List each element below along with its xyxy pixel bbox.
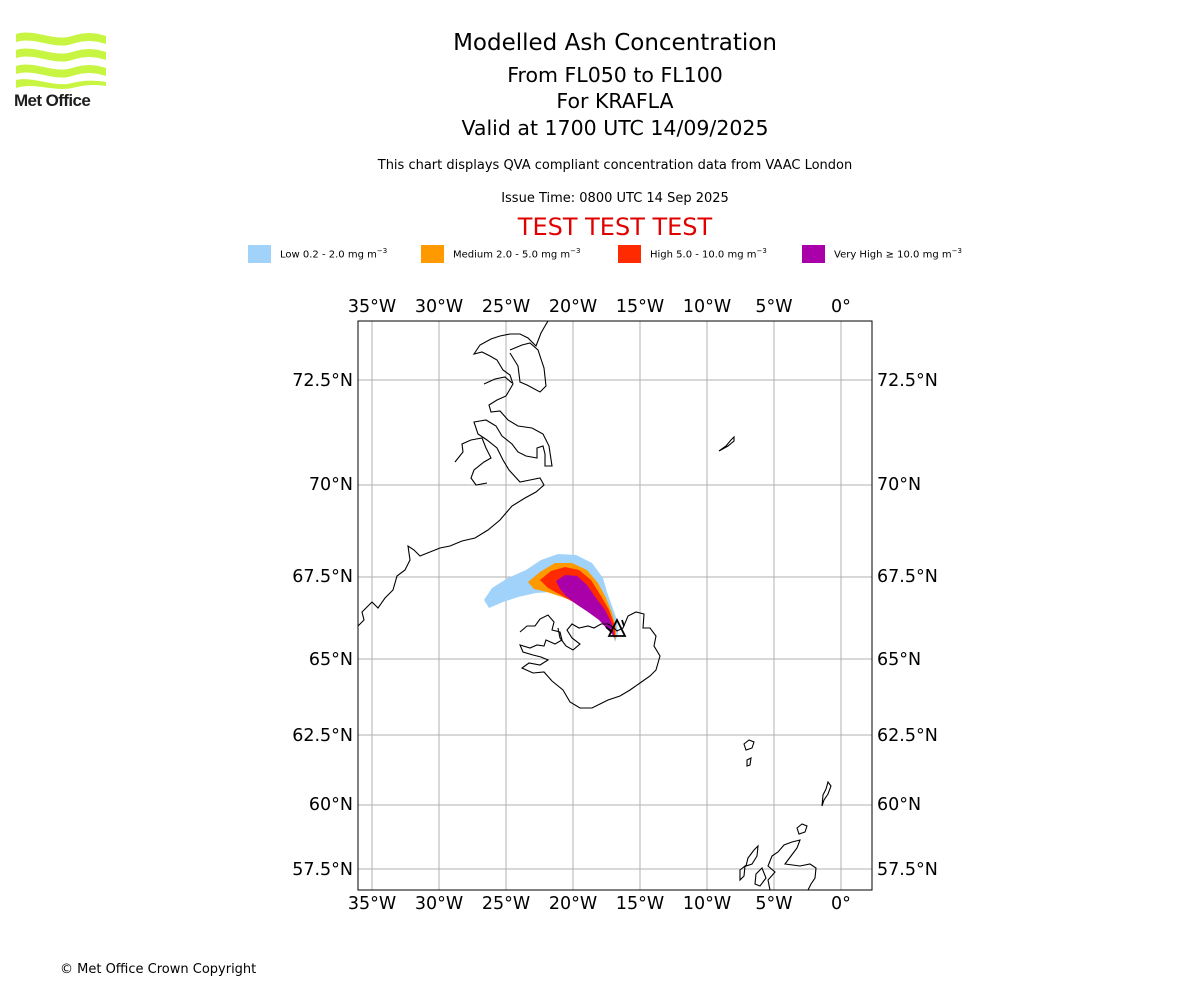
tick-top-30w: 30°W bbox=[415, 297, 463, 317]
tick-bottom-30w: 30°W bbox=[415, 894, 463, 914]
tick-top-20w: 20°W bbox=[549, 297, 597, 317]
coastline-hebrides-3 bbox=[754, 867, 767, 887]
chart-description: This chart displays QVA compliant concen… bbox=[377, 158, 853, 173]
coastline-orkney bbox=[796, 823, 808, 835]
tick-left-60n: 60°N bbox=[309, 795, 353, 815]
coastline-greenland bbox=[358, 321, 553, 627]
legend-swatch-medium bbox=[421, 245, 444, 263]
volcano-name: For KRAFLA bbox=[556, 89, 674, 113]
tick-bottom-20w: 20°W bbox=[549, 894, 597, 914]
tick-left-67-5n: 67.5°N bbox=[292, 567, 353, 587]
tick-right-62-5n: 62.5°N bbox=[877, 726, 938, 746]
tick-left-65n: 65°N bbox=[309, 650, 353, 670]
met-office-logo-icon bbox=[16, 32, 106, 89]
legend-swatch-low bbox=[248, 245, 271, 263]
chart-title: Modelled Ash Concentration bbox=[453, 30, 777, 56]
valid-time: Valid at 1700 UTC 14/09/2025 bbox=[461, 116, 769, 140]
lon-ticks-top: 35°W 30°W 25°W 20°W 15°W 10°W 5°W 0° bbox=[348, 297, 851, 317]
coastline-hebrides-2 bbox=[739, 864, 746, 882]
legend-label-medium: Medium 2.0 - 5.0 mg m bbox=[453, 249, 571, 261]
coastline-greenland-peninsula bbox=[454, 437, 492, 486]
map-frame bbox=[357, 320, 873, 891]
coastline-faroes-2 bbox=[746, 757, 752, 767]
tick-left-70n: 70°N bbox=[309, 475, 353, 495]
gridlines bbox=[358, 321, 872, 890]
lon-ticks-bottom: 35°W 30°W 25°W 20°W 15°W 10°W 5°W 0° bbox=[348, 894, 851, 914]
volcano-triangle-icon bbox=[605, 617, 627, 637]
tick-bottom-10w: 10°W bbox=[683, 894, 731, 914]
tick-left-62-5n: 62.5°N bbox=[292, 726, 353, 746]
tick-left-72-5n: 72.5°N bbox=[292, 371, 353, 391]
tick-right-67-5n: 67.5°N bbox=[877, 567, 938, 587]
coastline-shetland bbox=[821, 780, 832, 807]
tick-bottom-0: 0° bbox=[831, 894, 851, 914]
legend-label-high: High 5.0 - 10.0 mg m bbox=[650, 249, 757, 261]
tick-top-0: 0° bbox=[831, 297, 851, 317]
tick-right-65n: 65°N bbox=[877, 650, 921, 670]
coastline-jan-mayen bbox=[718, 435, 735, 452]
test-banner: TEST TEST TEST bbox=[517, 213, 713, 241]
lat-ticks-right: 72.5°N 70°N 67.5°N 65°N 62.5°N 60°N 57.5… bbox=[877, 371, 938, 880]
tick-top-35w: 35°W bbox=[348, 297, 396, 317]
legend-swatch-high bbox=[618, 245, 641, 263]
tick-top-25w: 25°W bbox=[482, 297, 530, 317]
legend-label-low: Low 0.2 - 2.0 mg m bbox=[280, 249, 377, 261]
tick-top-15w: 15°W bbox=[616, 297, 664, 317]
tick-right-72-5n: 72.5°N bbox=[877, 371, 938, 391]
legend-item-very-high: Very High ≥ 10.0 mg m−3 bbox=[802, 244, 962, 264]
legend-item-low: Low 0.2 - 2.0 mg m−3 bbox=[248, 244, 387, 264]
coastline-faroes-1 bbox=[743, 739, 755, 751]
coastlines bbox=[358, 321, 832, 890]
tick-bottom-5w: 5°W bbox=[755, 894, 792, 914]
ash-very-high bbox=[556, 575, 614, 636]
coastline-scotland bbox=[767, 839, 817, 890]
tick-right-60n: 60°N bbox=[877, 795, 921, 815]
issue-time: Issue Time: 0800 UTC 14 Sep 2025 bbox=[501, 191, 729, 206]
tick-bottom-35w: 35°W bbox=[348, 894, 396, 914]
legend-item-high: High 5.0 - 10.0 mg m−3 bbox=[618, 244, 767, 264]
tick-top-5w: 5°W bbox=[755, 297, 792, 317]
tick-top-10w: 10°W bbox=[683, 297, 731, 317]
map-content bbox=[358, 321, 872, 890]
ash-plume bbox=[484, 554, 618, 642]
coastline-greenland-inlet-2 bbox=[509, 342, 547, 393]
lat-ticks-left: 72.5°N 70°N 67.5°N 65°N 62.5°N 60°N 57.5… bbox=[292, 371, 353, 880]
coastline-iceland bbox=[519, 611, 661, 709]
flight-level-range: From FL050 to FL100 bbox=[507, 63, 723, 87]
legend-item-medium: Medium 2.0 - 5.0 mg m−3 bbox=[421, 244, 580, 264]
tick-left-57-5n: 57.5°N bbox=[292, 860, 353, 880]
coastline-greenland-inlet-1 bbox=[483, 376, 513, 385]
tick-bottom-15w: 15°W bbox=[616, 894, 664, 914]
copyright-notice: © Met Office Crown Copyright bbox=[60, 962, 257, 977]
concentration-legend: Low 0.2 - 2.0 mg m−3 Medium 2.0 - 5.0 mg… bbox=[0, 244, 1200, 264]
tick-bottom-25w: 25°W bbox=[482, 894, 530, 914]
legend-label-very-high: Very High ≥ 10.0 mg m bbox=[834, 249, 952, 261]
coastline-hebrides-1 bbox=[745, 844, 759, 867]
tick-right-57-5n: 57.5°N bbox=[877, 860, 938, 880]
logo-wordmark: Met Office bbox=[14, 91, 91, 110]
tick-right-70n: 70°N bbox=[877, 475, 921, 495]
legend-swatch-very-high bbox=[802, 245, 825, 263]
